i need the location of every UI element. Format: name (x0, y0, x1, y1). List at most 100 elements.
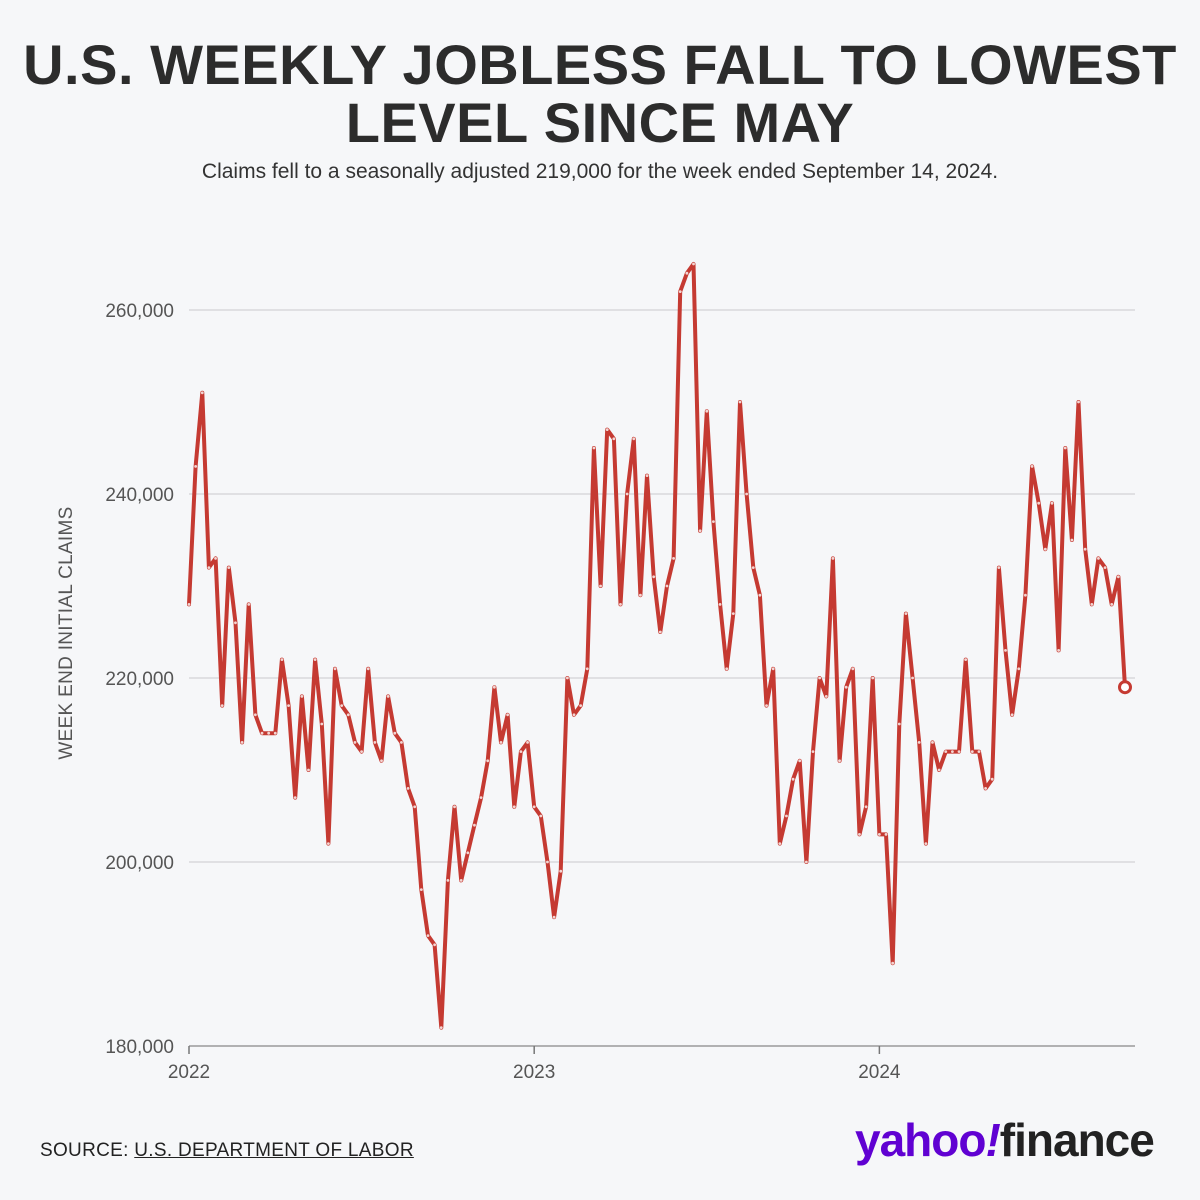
data-point (718, 603, 722, 606)
data-point (1090, 603, 1094, 606)
data-point (433, 943, 437, 947)
data-point (738, 400, 742, 404)
logo-exclamation: ! (985, 1114, 1000, 1166)
data-point (844, 685, 848, 689)
data-point (240, 741, 244, 744)
data-point (214, 557, 217, 560)
data-point (712, 520, 715, 523)
data-point (765, 704, 768, 707)
data-point (931, 741, 934, 744)
data-point (785, 814, 788, 818)
data-point (725, 667, 729, 671)
data-point (937, 768, 941, 772)
data-point (393, 731, 397, 735)
data-point (426, 934, 430, 937)
data-point (818, 676, 822, 680)
data-point (552, 915, 556, 919)
data-point (366, 667, 370, 671)
source-link[interactable]: U.S. DEPARTMENT OF LABOR (134, 1140, 414, 1161)
data-point (486, 759, 490, 763)
data-point (592, 446, 596, 450)
data-point (526, 741, 529, 744)
data-point (599, 584, 602, 588)
data-point (745, 492, 749, 496)
data-point (419, 888, 423, 891)
data-point (731, 612, 735, 615)
data-point (400, 741, 403, 744)
data-point (970, 750, 974, 753)
data-point (778, 842, 782, 845)
data-point (579, 704, 583, 707)
data-point (572, 713, 576, 717)
data-point (466, 851, 470, 855)
series-line (187, 262, 1127, 1030)
data-point (353, 741, 357, 744)
y-tick-label: 200,000 (105, 853, 174, 874)
data-point (1004, 649, 1007, 652)
data-point (1070, 538, 1074, 542)
data-point (300, 695, 304, 698)
data-point (619, 603, 622, 606)
data-point (804, 860, 808, 864)
data-point (446, 879, 450, 882)
data-point (360, 750, 363, 753)
data-point (380, 759, 383, 763)
data-point (811, 750, 815, 753)
data-point (877, 833, 881, 836)
data-point (758, 593, 762, 597)
data-point (333, 667, 337, 671)
chart-title-line-1: U.S. WEEKLY JOBLESS FALL TO LOWEST (23, 33, 1177, 96)
data-point (851, 667, 855, 671)
data-point (253, 713, 257, 717)
data-point (605, 428, 609, 431)
data-point (473, 823, 476, 827)
data-point (1057, 649, 1061, 652)
data-point (1077, 400, 1080, 404)
data-point (1017, 667, 1021, 671)
y-tick-label: 260,000 (105, 301, 174, 322)
data-point (313, 658, 317, 661)
data-point (625, 492, 629, 496)
y-axis-label: WEEK END INITIAL CLAIMS (56, 506, 77, 759)
data-point (698, 529, 702, 533)
data-point (864, 805, 868, 809)
data-point (585, 667, 589, 671)
data-point (267, 731, 271, 735)
data-point (406, 787, 410, 790)
data-point (1116, 575, 1120, 579)
data-point (944, 750, 948, 753)
data-point (678, 290, 682, 293)
data-point (287, 704, 290, 707)
data-point (307, 768, 310, 772)
data-point (559, 869, 563, 873)
last-point-marker (1118, 680, 1132, 695)
data-point (320, 722, 324, 726)
data-point (386, 695, 390, 698)
chart-title: U.S. WEEKLY JOBLESS FALL TO LOWEST LEVEL… (0, 36, 1200, 152)
data-point (293, 796, 297, 799)
data-point (917, 741, 921, 744)
data-point (512, 805, 516, 809)
x-tick-label: 2024 (858, 1062, 901, 1083)
data-point (891, 961, 895, 965)
data-point (645, 474, 649, 477)
data-point (1010, 713, 1014, 717)
chart-title-line-2: LEVEL SINCE MAY (345, 91, 855, 154)
data-point (984, 787, 987, 790)
data-point (632, 437, 636, 441)
data-point (791, 777, 795, 781)
data-point (327, 842, 330, 845)
data-point (453, 805, 456, 809)
data-point (904, 612, 908, 615)
data-point (990, 777, 994, 781)
data-point (546, 860, 549, 864)
source-note: SOURCE: U.S. DEPARTMENT OF LABOR (40, 1140, 414, 1162)
data-point (532, 805, 536, 809)
yahoo-finance-logo: yahoo!finance (855, 1113, 1155, 1167)
data-point (997, 566, 1001, 569)
data-point (194, 465, 198, 468)
grid-lines (189, 309, 1135, 1047)
data-point (1110, 603, 1114, 606)
data-point (964, 658, 968, 661)
